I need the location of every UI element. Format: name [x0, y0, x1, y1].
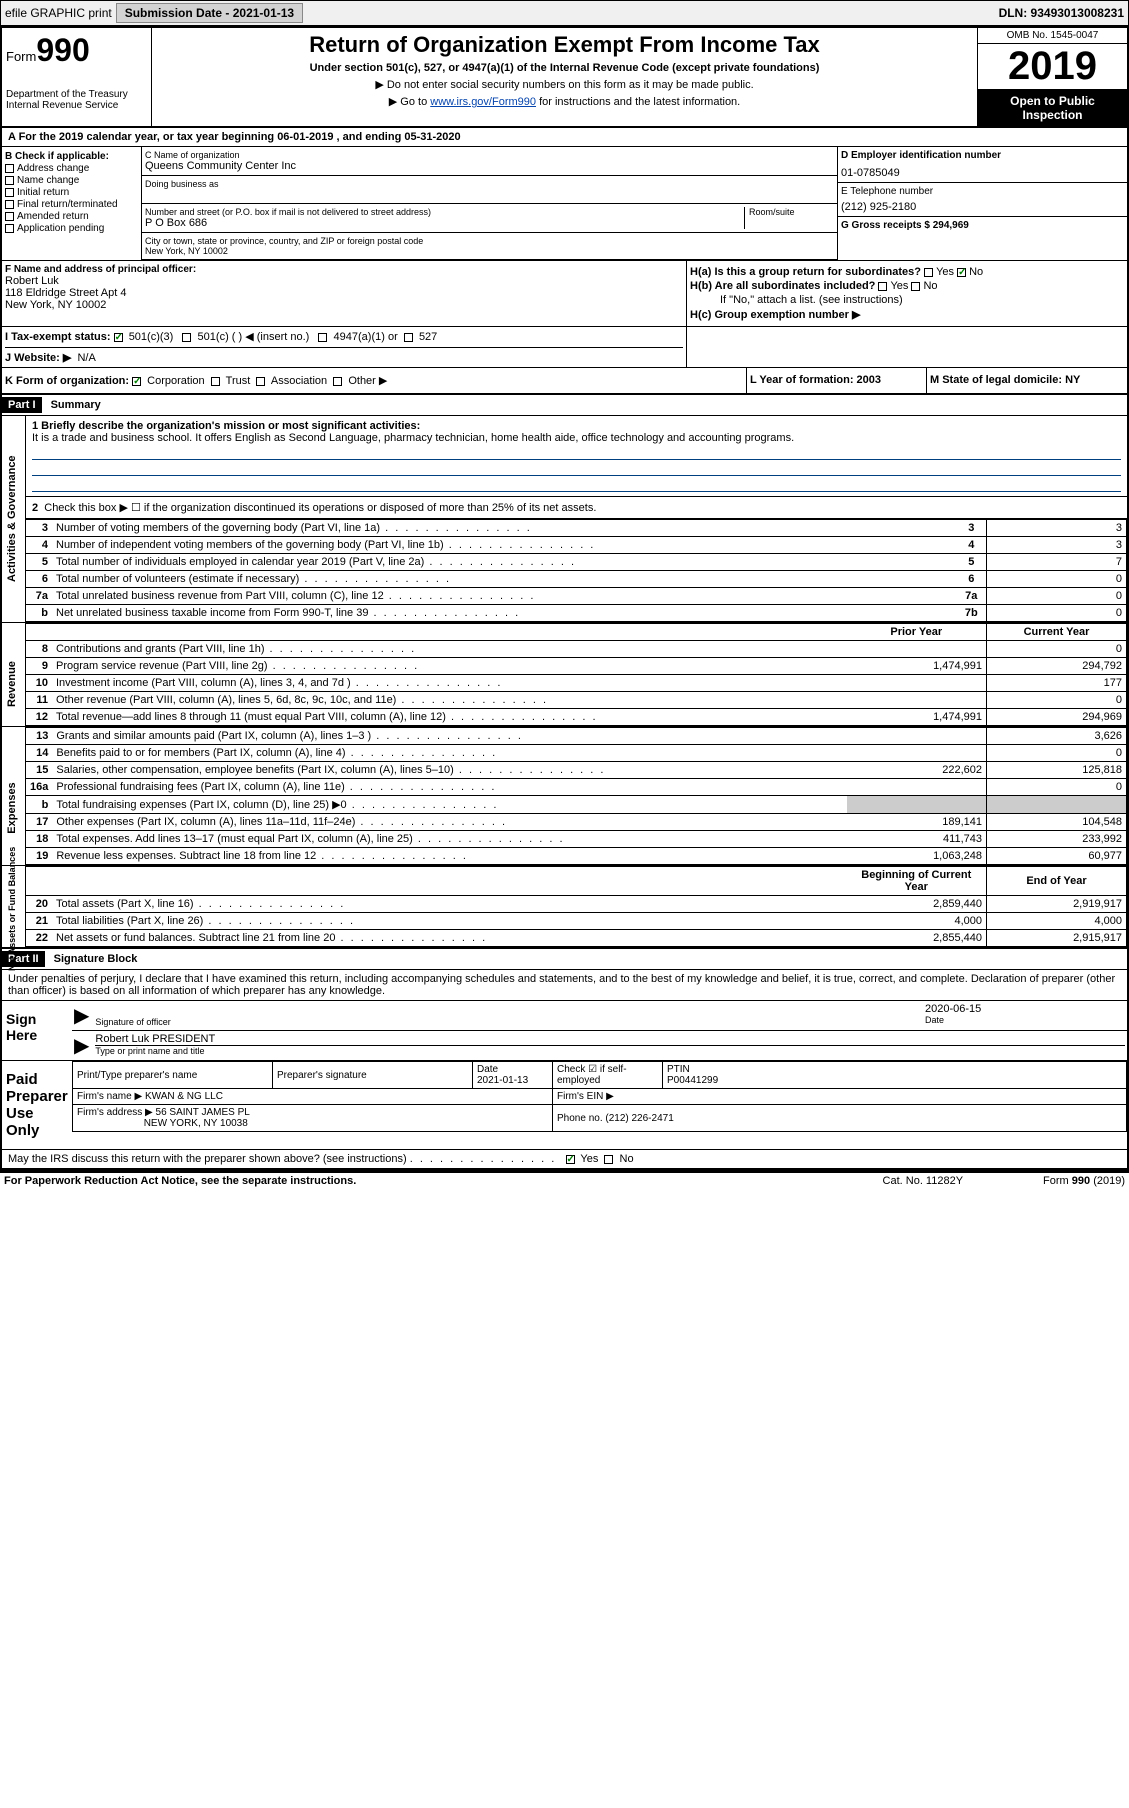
penalty-statement: Under penalties of perjury, I declare th… — [2, 970, 1127, 1001]
application-pending-checkbox[interactable] — [5, 224, 14, 233]
other-checkbox[interactable] — [333, 377, 342, 386]
form-subtitle: Under section 501(c), 527, or 4947(a)(1)… — [162, 62, 967, 74]
sig-date: 2020-06-15 — [925, 1003, 1125, 1015]
omb-number: OMB No. 1545-0047 — [978, 28, 1127, 44]
final-return-checkbox[interactable] — [5, 200, 14, 209]
telephone-label: E Telephone number — [841, 186, 1124, 197]
expenses-table: 13Grants and similar amounts paid (Part … — [26, 727, 1127, 865]
governance-table: 3Number of voting members of the governi… — [26, 519, 1127, 622]
org-name: Queens Community Center Inc — [145, 160, 834, 172]
part1-header: Part I — [2, 397, 42, 413]
dba-label: Doing business as — [145, 179, 219, 189]
tax-status-label: I Tax-exempt status: — [5, 331, 111, 343]
initial-return-checkbox[interactable] — [5, 188, 14, 197]
hc-label: H(c) Group exemption number ▶ — [690, 309, 860, 321]
form-number: 990 — [36, 32, 89, 68]
website-label: J Website: ▶ — [5, 352, 71, 364]
501c-checkbox[interactable] — [182, 333, 191, 342]
line2-text: Check this box ▶ ☐ if the organization d… — [44, 502, 596, 514]
submission-date-button[interactable]: Submission Date - 2021-01-13 — [116, 3, 303, 23]
tax-year: 2019 — [978, 44, 1127, 90]
street-address: P O Box 686 — [145, 217, 744, 229]
inspection-label: Open to Public Inspection — [978, 90, 1127, 126]
org-name-label: C Name of organization — [145, 150, 834, 160]
dln-label: DLN: 93493013008231 — [999, 6, 1124, 20]
hb-note: If "No," attach a list. (see instruction… — [690, 294, 1124, 306]
discuss-yes-checkbox[interactable] — [566, 1155, 575, 1164]
form-org-label: K Form of organization: — [5, 375, 129, 387]
check-if-applicable: B Check if applicable: Address change Na… — [2, 147, 142, 260]
website-value: N/A — [77, 352, 95, 364]
gross-receipts: G Gross receipts $ 294,969 — [838, 217, 1127, 234]
arrow-icon: ▶ — [74, 1033, 89, 1058]
year-formation: L Year of formation: 2003 — [750, 374, 881, 386]
officer-addr2: New York, NY 10002 — [5, 299, 683, 311]
ein-value: 01-0785049 — [841, 167, 1124, 179]
officer-name: Robert Luk — [5, 275, 683, 287]
sig-officer-label: Signature of officer — [95, 1017, 925, 1027]
sign-here-label: Sign Here — [2, 1001, 72, 1060]
officer-signed-name: Robert Luk PRESIDENT — [95, 1033, 1125, 1046]
part1-title: Summary — [51, 399, 101, 411]
firm-addr: 56 SAINT JAMES PL — [156, 1107, 250, 1118]
arrow-icon: ▶ — [74, 1003, 89, 1028]
corp-checkbox[interactable] — [132, 377, 141, 386]
revenue-table: Prior YearCurrent Year8Contributions and… — [26, 623, 1127, 726]
officer-addr1: 118 Eldridge Street Apt 4 — [5, 287, 683, 299]
city-label: City or town, state or province, country… — [145, 236, 834, 246]
part2-title: Signature Block — [54, 953, 138, 965]
mission-label: 1 Briefly describe the organization's mi… — [32, 420, 420, 432]
room-label: Room/suite — [744, 207, 834, 229]
trust-checkbox[interactable] — [211, 377, 220, 386]
officer-label: F Name and address of principal officer: — [5, 264, 683, 275]
discuss-no-checkbox[interactable] — [604, 1155, 613, 1164]
ha-label: H(a) Is this a group return for subordin… — [690, 266, 921, 278]
tax-period: A For the 2019 calendar year, or tax yea… — [2, 128, 1127, 147]
website-note: ▶ Go to www.irs.gov/Form990 for instruct… — [162, 95, 967, 108]
side-revenue: Revenue — [6, 624, 18, 744]
mission-text: It is a trade and business school. It of… — [32, 432, 1121, 444]
hb-label: H(b) Are all subordinates included? — [690, 280, 875, 292]
name-change-checkbox[interactable] — [5, 176, 14, 185]
form-footer: Form 990 (2019) — [1043, 1175, 1125, 1187]
form-label: Form — [6, 49, 36, 64]
side-governance: Activities & Governance — [6, 462, 18, 582]
form-header: Form990 Department of the Treasury Inter… — [2, 28, 1127, 128]
hb-no-checkbox[interactable] — [911, 282, 920, 291]
501c3-checkbox[interactable] — [114, 333, 123, 342]
4947-checkbox[interactable] — [318, 333, 327, 342]
street-label: Number and street (or P.O. box if mail i… — [145, 207, 744, 217]
paperwork-notice: For Paperwork Reduction Act Notice, see … — [4, 1175, 356, 1187]
city-value: New York, NY 10002 — [145, 246, 834, 256]
efile-label: efile GRAPHIC print — [5, 6, 112, 20]
527-checkbox[interactable] — [404, 333, 413, 342]
department-label: Department of the Treasury Internal Reve… — [6, 89, 147, 111]
telephone-value: (212) 925-2180 — [841, 201, 1124, 213]
top-bar: efile GRAPHIC print Submission Date - 20… — [0, 0, 1129, 26]
ha-yes-checkbox[interactable] — [924, 268, 933, 277]
form-title: Return of Organization Exempt From Incom… — [162, 32, 967, 58]
page-footer: For Paperwork Reduction Act Notice, see … — [0, 1172, 1129, 1189]
ssn-note: ▶ Do not enter social security numbers o… — [162, 78, 967, 91]
assoc-checkbox[interactable] — [256, 377, 265, 386]
ein-label: D Employer identification number — [841, 150, 1124, 161]
side-net-assets: Net Assets or Fund Balances — [7, 851, 17, 971]
paid-preparer-label: Paid Preparer Use Only — [2, 1061, 72, 1149]
irs-link[interactable]: www.irs.gov/Form990 — [430, 96, 536, 108]
net-assets-table: Beginning of Current YearEnd of Year20To… — [26, 866, 1127, 947]
state-domicile: M State of legal domicile: NY — [930, 374, 1080, 386]
amended-return-checkbox[interactable] — [5, 212, 14, 221]
ha-no-checkbox[interactable] — [957, 268, 966, 277]
preparer-table: Print/Type preparer's name Preparer's si… — [72, 1061, 1127, 1132]
discuss-question: May the IRS discuss this return with the… — [8, 1153, 407, 1165]
cat-number: Cat. No. 11282Y — [883, 1175, 964, 1187]
firm-name: KWAN & NG LLC — [145, 1091, 223, 1102]
hb-yes-checkbox[interactable] — [878, 282, 887, 291]
address-change-checkbox[interactable] — [5, 164, 14, 173]
